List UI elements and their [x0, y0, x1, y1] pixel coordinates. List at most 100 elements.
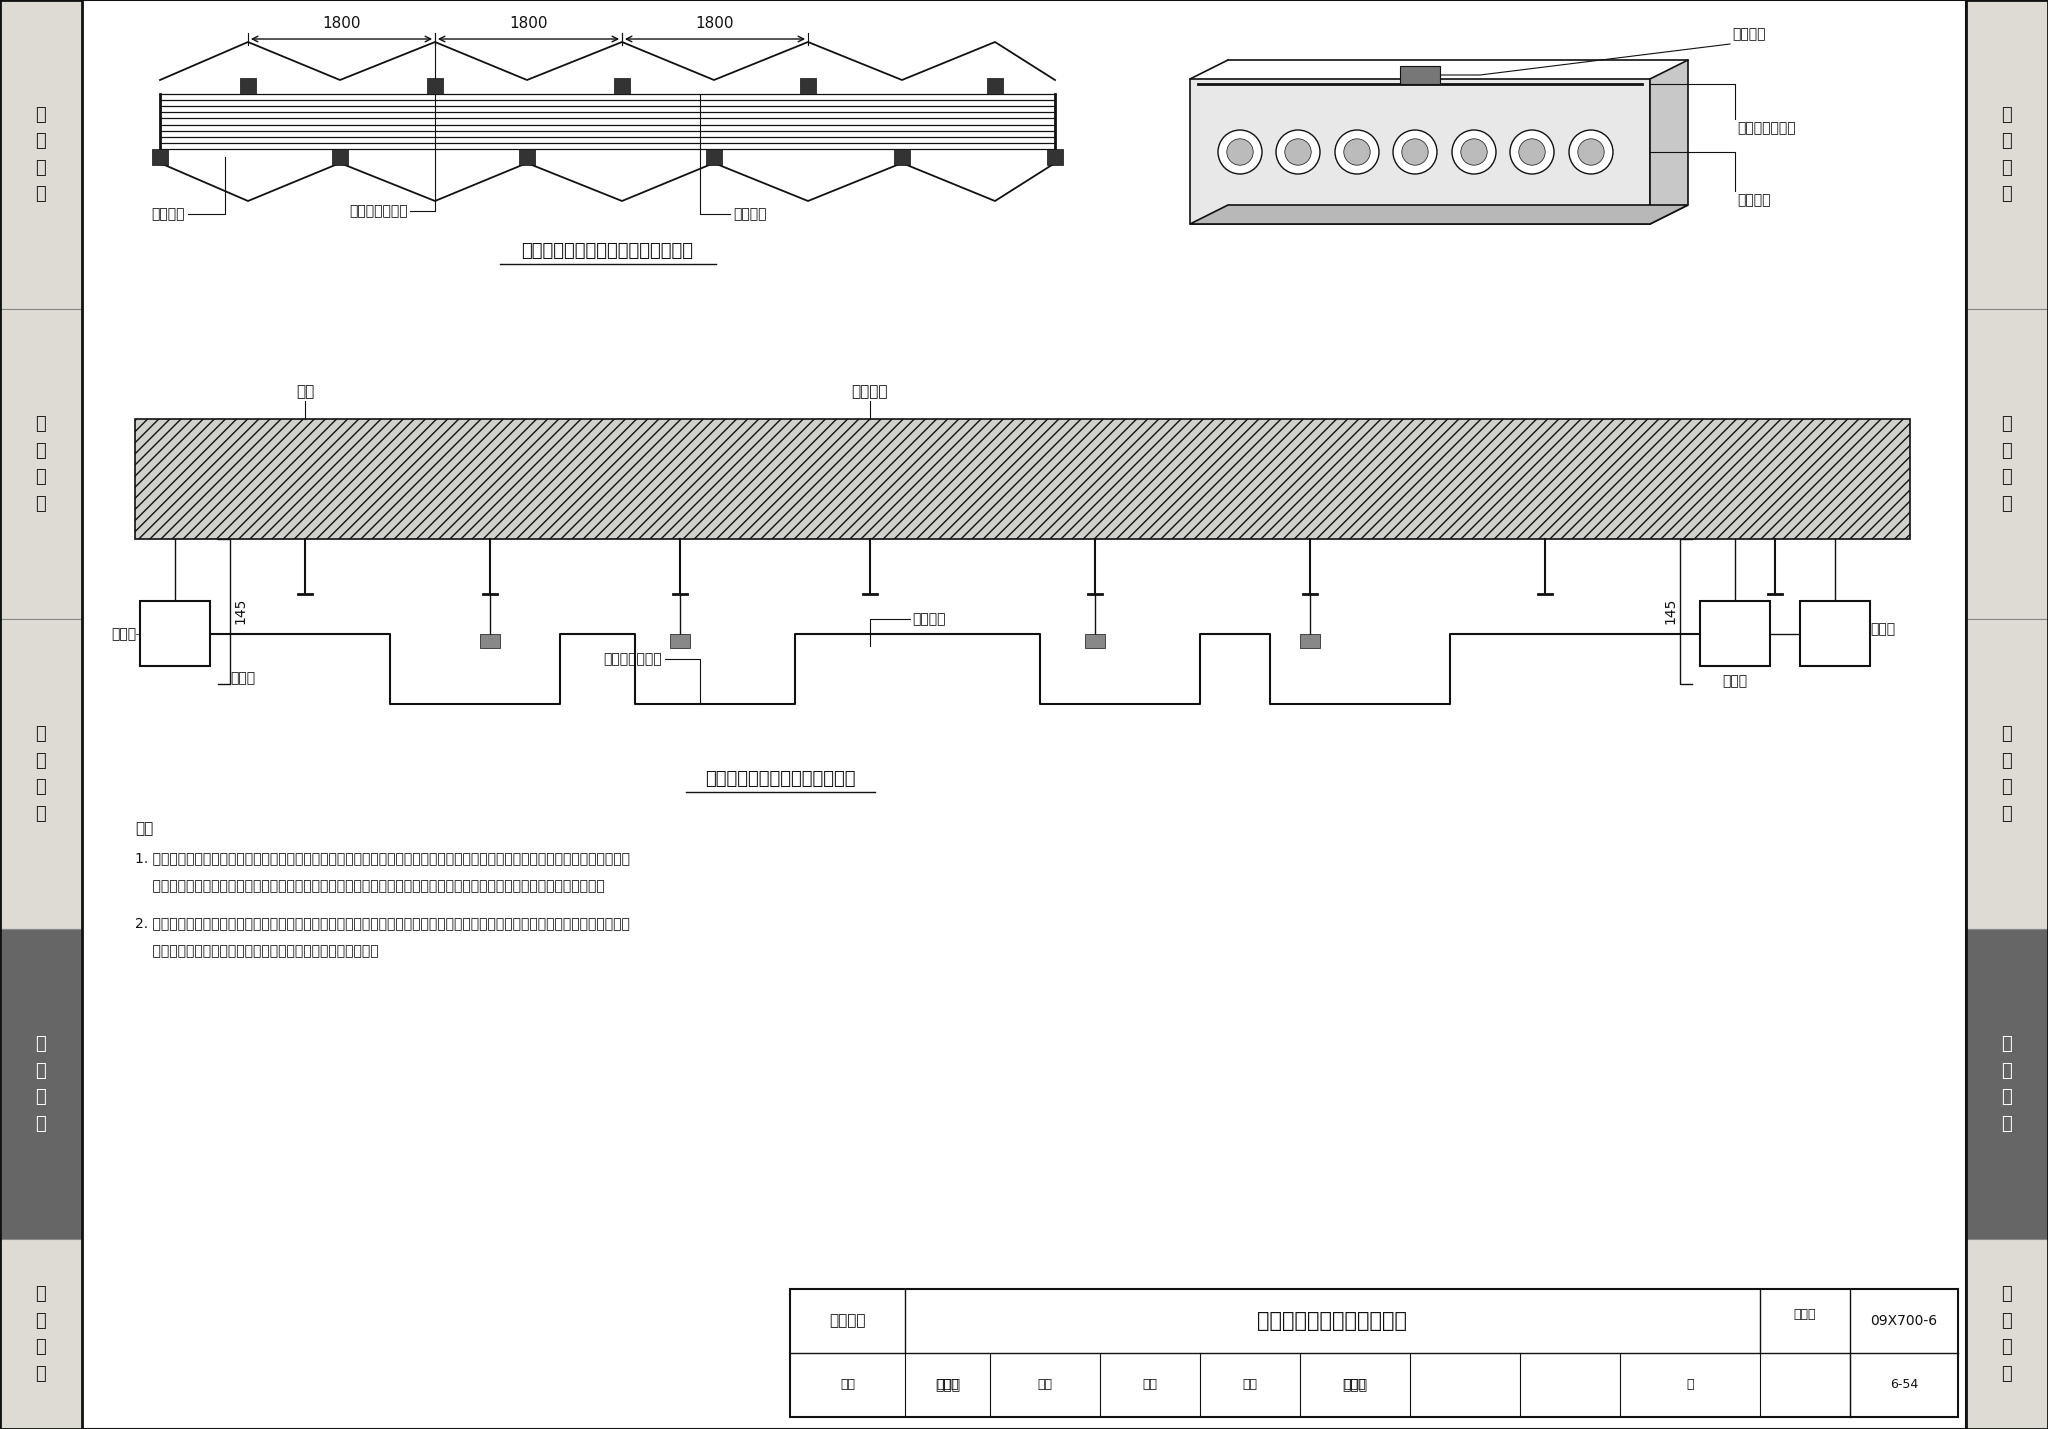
Text: 电缆桥架: 电缆桥架 [733, 207, 766, 221]
Text: 审核: 审核 [840, 1379, 854, 1392]
Bar [0, 309, 82, 619]
Text: 终端盒: 终端盒 [1722, 674, 1747, 687]
Text: 丁燕: 丁燕 [1143, 1379, 1157, 1392]
Text: 防
雷
接
地: 防 雷 接 地 [2001, 1286, 2013, 1383]
Bar [801, 79, 815, 94]
Text: 电缆桥架: 电缆桥架 [1737, 193, 1772, 207]
Bar [1047, 149, 1063, 164]
Text: 设计: 设计 [1243, 1379, 1257, 1392]
Text: 缆
线
敷
设: 缆 线 敷 设 [35, 726, 47, 823]
Bar [1700, 602, 1769, 666]
Text: 缆
线
敷
设: 缆 线 敷 设 [2001, 726, 2013, 823]
Text: 温型较好；而空间安装方式的缆式探测器选用差定温型较好。: 温型较好；而空间安装方式的缆式探测器选用差定温型较好。 [135, 945, 379, 957]
Bar [1966, 309, 2048, 619]
Text: 注：: 注： [135, 822, 154, 836]
Bar [139, 602, 211, 666]
Bar [0, 1239, 82, 1429]
Bar [332, 149, 348, 164]
Circle shape [1343, 139, 1370, 166]
Bar [0, 619, 82, 929]
Bar [426, 79, 442, 94]
Text: 机
房
工
程: 机 房 工 程 [2001, 106, 2013, 203]
Text: 供
电
电
源: 供 电 电 源 [2001, 416, 2013, 513]
Text: 145: 145 [233, 597, 248, 624]
Bar [1966, 1239, 2048, 1429]
Polygon shape [1651, 60, 1688, 224]
Text: 1. 缆式定温探测器适用于下列场所或部位：电缆隧道、电缆竖井、电缆夹层、电缆桥架等；配电装置、开关设备、变压器等；各种皮: 1. 缆式定温探测器适用于下列场所或部位：电缆隧道、电缆竖井、电缆夹层、电缆桥架… [135, 852, 631, 865]
Text: 缆式感温探测器在楼板下安装图: 缆式感温探测器在楼板下安装图 [705, 770, 856, 787]
Bar [152, 149, 168, 164]
Bar [1800, 602, 1870, 666]
Text: 探测器: 探测器 [229, 672, 256, 684]
Circle shape [1393, 130, 1438, 174]
Text: 2. 缆式感温探测器有两种安装方式：直接接触安装方式和空间安装方式。其中电缆桥架上的缆式探测器为直接接触安装方式，选用定: 2. 缆式感温探测器有两种安装方式：直接接触安装方式和空间安装方式。其中电缆桥架… [135, 916, 631, 930]
Bar [240, 79, 256, 94]
Text: 接线盒: 接线盒 [1870, 622, 1894, 636]
Bar [479, 634, 500, 647]
Circle shape [1569, 130, 1614, 174]
Circle shape [1577, 139, 1604, 166]
Circle shape [1509, 130, 1554, 174]
Text: 设备安装: 设备安装 [829, 1313, 866, 1329]
Text: 校对: 校对 [1038, 1379, 1053, 1392]
Text: 145: 145 [1663, 597, 1677, 624]
Text: 设
备
安
装: 设 备 安 装 [2001, 1036, 2013, 1133]
Bar [1085, 634, 1106, 647]
Bar [0, 929, 82, 1239]
Bar [1401, 66, 1440, 84]
Circle shape [1401, 139, 1427, 166]
Text: 设
备
安
装: 设 备 安 装 [35, 1036, 47, 1133]
Text: 塑料支架: 塑料支架 [911, 612, 946, 626]
Text: 王晓宇: 王晓宇 [1343, 1379, 1366, 1392]
Bar [0, 0, 82, 309]
Text: 供
电
电
源: 供 电 电 源 [35, 416, 47, 513]
Bar [135, 419, 1911, 539]
Text: 缆式感温探测器: 缆式感温探测器 [1737, 121, 1796, 134]
Bar [1966, 0, 2048, 309]
Bar [1300, 634, 1321, 647]
Circle shape [1452, 130, 1495, 174]
Circle shape [1219, 130, 1262, 174]
Bar [707, 149, 723, 164]
Circle shape [1227, 139, 1253, 166]
Text: 固定卡具: 固定卡具 [152, 207, 184, 221]
Bar [1966, 0, 2048, 1429]
Text: 缆式感温探测器在电缆桥架上安装图: 缆式感温探测器在电缆桥架上安装图 [522, 242, 694, 260]
Text: 机
房
工
程: 机 房 工 程 [35, 106, 47, 203]
Text: 页: 页 [1686, 1379, 1694, 1392]
Bar [1966, 929, 2048, 1239]
Bar [895, 149, 909, 164]
Text: 缆式感温探测器: 缆式感温探测器 [604, 652, 662, 666]
Polygon shape [1190, 204, 1688, 224]
Text: 1800: 1800 [510, 16, 547, 31]
Bar [518, 149, 535, 164]
Bar [614, 79, 631, 94]
Bar [987, 79, 1004, 94]
Text: 膨胀螺栓: 膨胀螺栓 [852, 384, 889, 399]
Text: 带输送装置；控制室、计算机室的闷顶内、地板下及重要设施隐蔽处等；其他环境恶劣不适合点型探测器安装的危险场所。: 带输送装置；控制室、计算机室的闷顶内、地板下及重要设施隐蔽处等；其他环境恶劣不适… [135, 879, 604, 893]
Circle shape [1460, 139, 1487, 166]
Circle shape [1520, 139, 1544, 166]
Bar [1190, 79, 1651, 224]
Text: 09X700-6: 09X700-6 [1870, 1315, 1937, 1328]
Text: 1800: 1800 [322, 16, 360, 31]
Text: 接线盒: 接线盒 [111, 627, 135, 642]
Text: 缆式线型感温探测器安装图: 缆式线型感温探测器安装图 [1257, 1310, 1407, 1330]
Bar [1966, 619, 2048, 929]
Text: 1800: 1800 [696, 16, 735, 31]
Bar [670, 634, 690, 647]
Circle shape [1284, 139, 1311, 166]
Text: 姚家祥: 姚家祥 [936, 1379, 958, 1392]
Text: 王晓宇: 王晓宇 [1341, 1378, 1368, 1392]
Circle shape [1335, 130, 1378, 174]
Text: 缆式感温探测器: 缆式感温探测器 [350, 204, 408, 219]
Text: 姚家祥: 姚家祥 [936, 1378, 961, 1392]
Text: 防
雷
接
地: 防 雷 接 地 [35, 1286, 47, 1383]
Text: 固定卡具: 固定卡具 [1733, 27, 1765, 41]
Text: 6-54: 6-54 [1890, 1379, 1919, 1392]
Bar [0, 0, 82, 1429]
Circle shape [1276, 130, 1321, 174]
Text: 顶板: 顶板 [295, 384, 313, 399]
Text: 图集号: 图集号 [1794, 1309, 1817, 1322]
Bar [791, 1289, 1958, 1418]
